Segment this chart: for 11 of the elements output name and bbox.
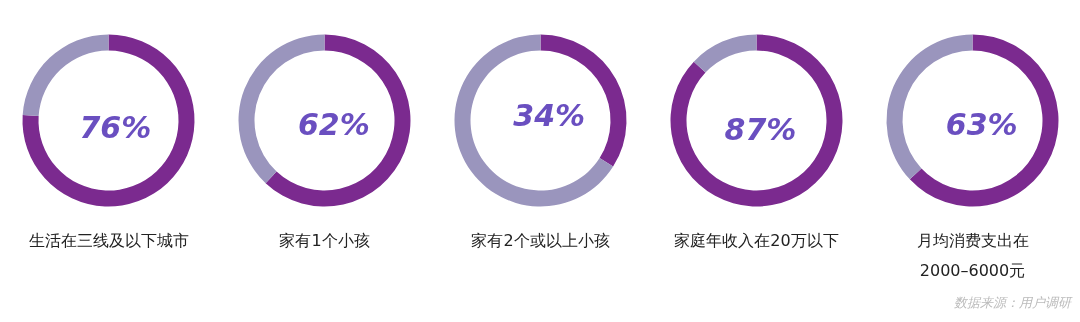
text: 月均消费支出在2000–6000元	[916, 231, 1029, 280]
data-label: 87%	[724, 112, 797, 148]
source-note: 数据来源：用户调研	[953, 295, 1073, 310]
data-label: 76%	[79, 110, 152, 146]
data-label: 34%	[513, 98, 586, 134]
text: 家庭年收入在20万以下	[674, 231, 839, 250]
text: 家有1个小孩	[279, 231, 370, 250]
data-label: 63%	[945, 106, 1018, 142]
text: 生活在三线及以下城市	[28, 231, 189, 250]
data-label: 62%	[297, 106, 370, 142]
text: 家有2个或以上小孩	[471, 231, 610, 250]
